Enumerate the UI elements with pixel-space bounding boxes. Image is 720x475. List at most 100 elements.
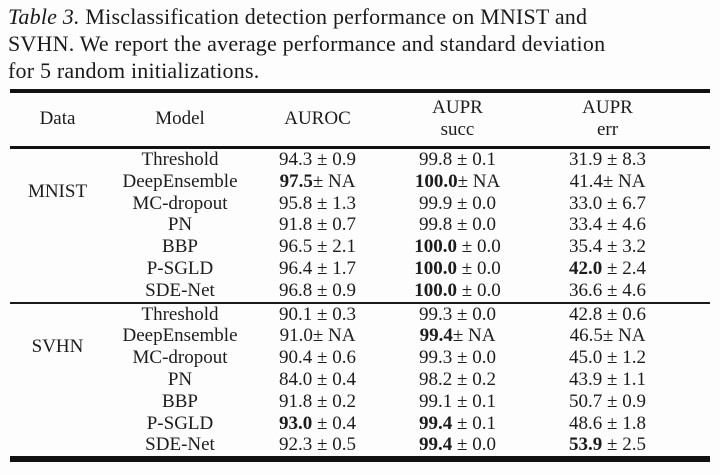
metric-std: ± 4.6	[602, 214, 646, 236]
metric-std: ± 1.8	[602, 412, 646, 434]
metric-value: 96.8	[279, 279, 313, 301]
aupr-err-cell: 42.8 ± 0.6	[535, 301, 710, 326]
table-row: BBP 91.8 ± 0.2 99.1 ± 0.1 50.7 ± 0.9	[10, 391, 710, 413]
aupr-err-cell: 46.5± NA	[535, 325, 710, 347]
metric-value: 41.4	[569, 170, 603, 192]
metric-std: ± 1.7	[312, 257, 356, 279]
metric-std: ± 0.0	[452, 214, 496, 236]
aupr-err-cell: 36.6 ± 4.6	[535, 280, 710, 303]
caption-line-1: Table 3. Misclassification detection per…	[8, 3, 712, 30]
metric-value: 48.6	[569, 412, 603, 434]
aupr-err-cell: 45.0 ± 1.2	[535, 347, 710, 369]
model-name: P-SGLD	[146, 257, 214, 279]
model-name: Threshold	[105, 301, 255, 326]
column-header-label: AUPR	[582, 97, 633, 118]
metric-std: ± NA	[602, 325, 646, 347]
metric-std: ± 0.0	[457, 257, 501, 279]
aupr-succ-cell: 99.1 ± 0.1	[380, 391, 535, 413]
aupr-err-cell: 33.4 ± 4.6	[535, 214, 710, 236]
column-header-sublabel: err	[596, 119, 619, 140]
metric-std: ± 0.6	[602, 303, 646, 325]
dataset-label-cell: MNIST	[10, 148, 105, 303]
metric-value: 43.9	[569, 368, 603, 390]
auroc-cell: 90.1 ± 0.3	[255, 301, 380, 326]
model-name: SDE-Net	[145, 434, 215, 456]
metric-value: 46.5	[569, 325, 603, 347]
metric-std: ± 0.1	[452, 412, 496, 434]
column-header-auroc: AUROC	[255, 91, 380, 149]
metric-value: 100.0	[414, 279, 458, 301]
metric-value: 92.3	[279, 434, 313, 456]
metric-value: 99.3	[419, 303, 453, 325]
metric-value: 31.9	[569, 149, 603, 170]
dataset-label: SVHN	[31, 335, 84, 357]
metric-std: ± 0.3	[312, 303, 356, 325]
table-row: MC-dropout 95.8 ± 1.3 99.9 ± 0.0 33.0 ± 6.7	[10, 193, 710, 215]
metric-std: ± 0.7	[312, 214, 356, 236]
aupr-succ-cell: 98.2 ± 0.2	[380, 369, 535, 391]
model-name: BBP	[162, 236, 198, 258]
metric-std: ± 0.0	[452, 434, 496, 456]
model-name: MC-dropout	[132, 347, 228, 369]
metric-std: ± 0.4	[312, 368, 356, 390]
model-name: PN	[167, 214, 193, 236]
metric-std: ± 0.0	[452, 192, 496, 214]
model-name: SDE-Net	[145, 279, 215, 301]
auroc-cell: 92.3 ± 0.5	[255, 434, 380, 459]
metric-std: ± 0.1	[452, 149, 496, 170]
metric-std: ± NA	[312, 170, 356, 192]
model-name: DeepEnsemble	[122, 170, 238, 192]
metric-value: 96.4	[279, 257, 313, 279]
metric-std: ± 0.4	[312, 412, 356, 434]
metric-std: ± 0.5	[312, 434, 356, 456]
aupr-succ-cell: 99.4± NA	[380, 325, 535, 347]
metric-value: 90.1	[279, 303, 313, 325]
dataset-group: SVHN Threshold 90.1 ± 0.3 99.3 ± 0.0 42.8 ± …	[10, 301, 710, 460]
metric-std: ± 4.6	[602, 279, 646, 301]
table-row: P-SGLD 96.4 ± 1.7 100.0 ± 0.0 42.0 ± 2.4	[10, 258, 710, 280]
table-row: SDE-Net 96.8 ± 0.9 100.0 ± 0.0 36.6 ± 4.6	[10, 280, 710, 303]
auroc-cell: 96.8 ± 0.9	[255, 280, 380, 303]
metric-std: ± 0.9	[312, 149, 356, 170]
auroc-cell: 95.8 ± 1.3	[255, 193, 380, 215]
aupr-err-cell: 43.9 ± 1.1	[535, 369, 710, 391]
metric-value: 99.8	[419, 214, 453, 236]
metric-value: 95.8	[279, 192, 313, 214]
metric-std: ± 1.1	[602, 368, 646, 390]
caption-line-3: for 5 random initializations.	[8, 58, 260, 83]
metric-value: 94.3	[279, 149, 313, 170]
metric-value: 99.8	[419, 149, 453, 170]
metric-value: 33.4	[569, 214, 603, 236]
metric-value: 100.0	[414, 257, 458, 279]
dataset-label: MNIST	[27, 181, 88, 203]
model-name: Threshold	[141, 149, 219, 170]
table-row: SVHN Threshold 90.1 ± 0.3 99.3 ± 0.0 42.8 ± …	[10, 301, 710, 460]
column-header-model: Model	[105, 91, 255, 149]
metric-value: 42.8	[569, 303, 603, 325]
aupr-err-cell: 41.4± NA	[535, 171, 710, 193]
metric-value: 45.0	[569, 347, 603, 369]
caption-line-2: SVHN. We report the average performance …	[8, 31, 606, 56]
metric-value: 90.4	[279, 347, 313, 369]
table-row: MC-dropout 90.4 ± 0.6 99.3 ± 0.0 45.0 ± 1.2	[10, 347, 710, 369]
auroc-cell: 97.5± NA	[255, 171, 380, 193]
table-row: BBP 96.5 ± 2.1 100.0 ± 0.0 35.4 ± 3.2	[10, 236, 710, 258]
aupr-succ-cell: 99.3 ± 0.0	[380, 301, 535, 326]
dataset-label-cell: SVHN	[10, 301, 105, 460]
auroc-cell: 91.0± NA	[255, 325, 380, 347]
results-table: Data Model AUROC AUPR succ AUPR err MNIST T…	[10, 89, 710, 463]
aupr-err-cell: 35.4 ± 3.2	[535, 236, 710, 258]
aupr-succ-cell: 100.0 ± 0.0	[380, 258, 535, 280]
metric-value: 91.8	[279, 214, 313, 236]
table-row: P-SGLD 93.0 ± 0.4 99.4 ± 0.1 48.6 ± 1.8	[10, 413, 710, 435]
metric-std: ± 0.1	[452, 390, 496, 412]
model-name: DeepEnsemble	[122, 325, 238, 347]
aupr-succ-cell: 99.3 ± 0.0	[380, 347, 535, 369]
table-row: SDE-Net 92.3 ± 0.5 99.4 ± 0.0 53.9 ± 2.5	[10, 434, 710, 459]
metric-value: 33.0	[569, 192, 603, 214]
metric-value: 91.0	[279, 325, 313, 347]
auroc-cell: 96.5 ± 2.1	[255, 236, 380, 258]
auroc-cell: 96.4 ± 1.7	[255, 258, 380, 280]
auroc-cell: 90.4 ± 0.6	[255, 347, 380, 369]
